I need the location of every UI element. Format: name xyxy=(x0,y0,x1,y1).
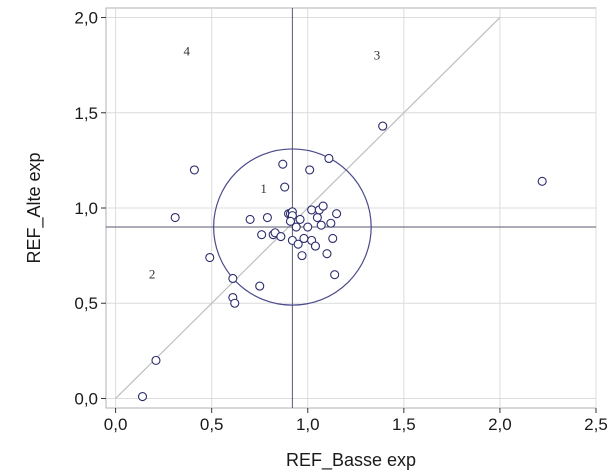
y-tick-label: 1,5 xyxy=(74,104,98,123)
data-point xyxy=(326,218,336,228)
y-tick-label: 0,0 xyxy=(74,389,98,408)
data-point xyxy=(299,233,309,244)
data-point xyxy=(255,281,265,291)
data-point xyxy=(537,176,547,186)
data-point xyxy=(378,121,388,131)
y-axis-title: REF_Alte exp xyxy=(24,152,45,263)
data-point xyxy=(285,216,296,226)
x-tick-label: 0,5 xyxy=(200,415,224,434)
region-label-4: 4 xyxy=(183,44,190,59)
data-point xyxy=(276,232,286,242)
data-point xyxy=(324,153,334,164)
x-tick-label: 2,0 xyxy=(488,415,512,434)
data-point xyxy=(151,355,161,365)
data-point xyxy=(205,252,215,263)
data-point xyxy=(228,273,238,284)
data-point xyxy=(278,159,288,169)
region-label-3: 3 xyxy=(374,47,381,62)
data-point xyxy=(312,212,322,223)
data-point xyxy=(170,212,180,223)
reference-circle xyxy=(213,148,372,306)
data-point xyxy=(295,214,305,224)
data-point xyxy=(307,205,317,215)
data-point xyxy=(297,251,307,261)
data-point xyxy=(293,239,303,249)
data-point xyxy=(291,222,301,232)
data-point xyxy=(303,222,313,232)
data-points xyxy=(137,121,547,402)
data-point xyxy=(230,298,240,308)
region-labels: 1 2 3 4 xyxy=(149,44,380,282)
data-point xyxy=(305,165,315,175)
data-point xyxy=(330,270,340,280)
data-point xyxy=(245,214,255,224)
region-label-2: 2 xyxy=(149,266,156,281)
data-point xyxy=(189,165,199,175)
x-tick-label: 2,5 xyxy=(584,415,608,434)
x-axis-ticks: 0,0 0,5 1,0 1,5 2,0 2,5 xyxy=(104,408,608,434)
data-point xyxy=(280,182,290,192)
y-tick-label: 1,0 xyxy=(74,199,98,218)
data-point xyxy=(328,233,338,244)
data-point xyxy=(332,209,342,219)
region-label-1: 1 xyxy=(260,181,267,196)
y-tick-label: 2,0 xyxy=(74,9,98,28)
data-point xyxy=(318,201,328,211)
y-axis-ticks: 0,0 0,5 1,0 1,5 2,0 xyxy=(74,9,106,408)
gridlines xyxy=(106,8,597,408)
data-point xyxy=(310,241,321,251)
data-point xyxy=(262,212,272,223)
data-point xyxy=(137,392,148,402)
data-point xyxy=(257,230,267,240)
y-tick-label: 0,5 xyxy=(74,294,98,313)
x-axis-title: REF_Basse exp xyxy=(286,450,416,471)
x-tick-label: 1,0 xyxy=(296,415,320,434)
x-tick-label: 1,5 xyxy=(392,415,416,434)
data-point xyxy=(322,249,332,259)
x-tick-label: 0,0 xyxy=(104,415,128,434)
data-point xyxy=(316,220,326,230)
